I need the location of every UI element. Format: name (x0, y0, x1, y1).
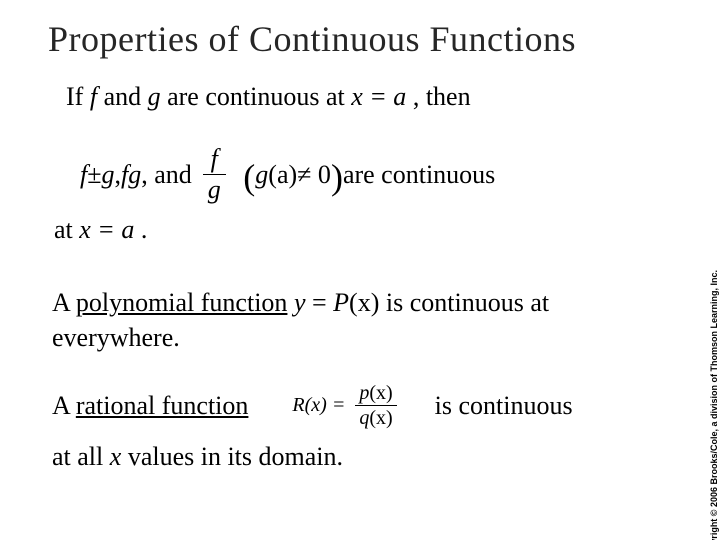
poly-p3: is continuous at (379, 288, 549, 317)
math-g: g (102, 160, 115, 190)
rat-line2a: at all (52, 442, 110, 471)
math-f: f (80, 160, 87, 190)
math-frac-den: g (200, 175, 229, 203)
rat-Rx: R(x) = (292, 392, 345, 419)
rational-line-1: A rational function R(x) = p(x) q(x) is … (52, 383, 672, 428)
lead-prefix: If (66, 82, 90, 111)
math-pm: ± (87, 160, 101, 190)
poly-eq: = (305, 288, 333, 317)
rat-tail: is continuous (435, 388, 573, 423)
math-at-suffix: . (141, 215, 148, 244)
poly-px: (x) (349, 288, 379, 317)
math-line-2: at x = a . (54, 215, 672, 245)
rat-den-q: q (359, 407, 369, 429)
lead-between: and (104, 82, 148, 111)
math-cond-g: g (255, 160, 268, 190)
poly-p4: everywhere. (52, 323, 180, 352)
rat-num-x: (x) (369, 382, 392, 404)
rat-frac-den: q(x) (355, 406, 396, 428)
math-at-eq: x = a (79, 215, 134, 244)
lead-sentence: If f and g are continuous at x = a , the… (66, 82, 672, 112)
math-fg: fg (121, 160, 141, 190)
poly-y: y (294, 288, 306, 317)
math-line-1: f ± g , fg , and f g ( g (a) ≠ 0 ) are c… (80, 146, 672, 203)
math-tail: are continuous (343, 160, 495, 190)
poly-P: P (333, 288, 349, 317)
rat-x: x (110, 442, 122, 471)
rat-line2b: values in its domain. (121, 442, 343, 471)
lead-eq: x = a (351, 82, 406, 111)
lead-mid: are continuous at (167, 82, 351, 111)
rat-frac-num: p(x) (355, 383, 396, 406)
poly-p1: A (52, 288, 76, 317)
copyright-text: Copyright © 2006 Brooks/Cole, a division… (709, 270, 720, 540)
slide-title: Properties of Continuous Functions (48, 18, 672, 60)
rat-p1: A (52, 391, 76, 420)
math-comma-and: , and (141, 160, 192, 190)
math-fraction-fg: f g (200, 146, 229, 203)
slide-container: Properties of Continuous Functions If f … (0, 0, 720, 540)
lead-f: f (90, 82, 97, 111)
math-cond-open: ( (243, 159, 255, 195)
math-cond-neq: ≠ 0 (297, 160, 331, 190)
lead-g: g (148, 82, 161, 111)
rat-den-x: (x) (369, 407, 392, 429)
math-at-prefix: at (54, 215, 79, 244)
rational-line-2: at all x values in its domain. (52, 442, 672, 472)
math-cond-a: (a) (268, 160, 297, 190)
lead-suffix: , then (413, 82, 471, 111)
rat-underline: rational function (76, 391, 249, 420)
rat-num-p: p (359, 382, 369, 404)
math-frac-num: f (203, 146, 226, 175)
poly-underline: polynomial function (76, 288, 288, 317)
rat-fraction: p(x) q(x) (355, 383, 396, 428)
math-cond-close: ) (331, 159, 343, 195)
polynomial-sentence: A polynomial function y = P(x) is contin… (52, 285, 672, 355)
